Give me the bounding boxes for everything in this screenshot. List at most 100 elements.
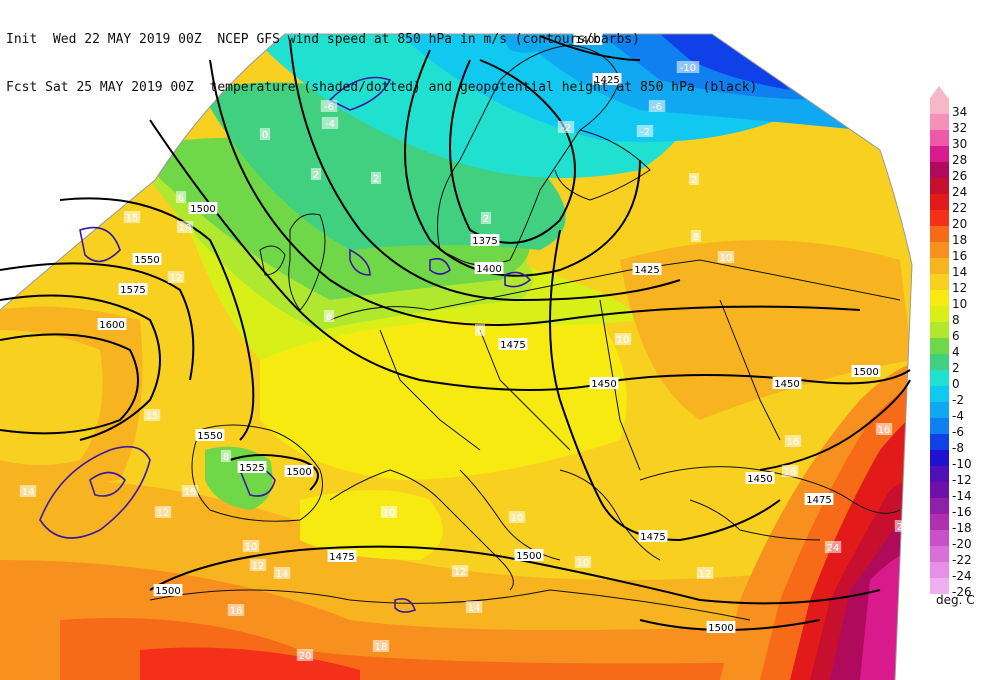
legend-swatch: [930, 322, 949, 338]
temperature-label-box: [894, 520, 912, 532]
legend-label: 6: [952, 329, 960, 343]
legend-swatch: [930, 178, 949, 194]
temperature-label-box: [176, 221, 194, 233]
temperature-label: 12: [170, 273, 183, 284]
legend-entry: -16: [928, 498, 1000, 519]
legend-label: 32: [952, 121, 968, 135]
height-label-box: [474, 262, 504, 274]
legend-swatch: [930, 162, 949, 178]
height-label-box: [804, 493, 834, 505]
wind-contours: [39, 76, 532, 613]
temperature-label: 2: [483, 214, 489, 225]
legend-entry: 6: [928, 322, 1000, 343]
height-label-box: [284, 465, 314, 477]
temperature-label-box: [824, 541, 842, 553]
temperature-label-box: [676, 61, 700, 73]
height-label-box: [851, 365, 881, 377]
temperature-label: 8: [223, 452, 229, 463]
temperature-label-box: [321, 117, 339, 129]
legend-swatch: [930, 226, 949, 242]
legend-swatch: [930, 466, 949, 482]
legend-label: -20: [952, 537, 972, 551]
legend-label: -12: [952, 473, 972, 487]
temperature-label: 6: [178, 193, 184, 204]
legend-entry: -14: [928, 482, 1000, 503]
legend-entry: -10: [928, 450, 1000, 471]
temperature-label: 12: [157, 508, 170, 519]
init-line: Init Wed 22 MAY 2019 00Z NCEP GFS wind s…: [6, 32, 640, 47]
temperature-label: 14: [276, 569, 289, 580]
temperature-label: 10: [511, 513, 524, 524]
chart-header: Init Wed 22 MAY 2019 00Z NCEP GFS wind s…: [6, 0, 757, 112]
legend-label: -22: [952, 553, 972, 567]
map-frame: [0, 33, 913, 680]
temperature-label: -10: [680, 63, 696, 74]
temperature-label-box: [508, 511, 526, 523]
temperature-label: 15: [146, 411, 159, 422]
height-label: 1475: [806, 495, 831, 506]
legend-swatch: [930, 578, 949, 594]
legend-entry: 26: [928, 162, 1000, 183]
height-label: 1425: [594, 75, 619, 86]
legend-label: 34: [952, 105, 968, 119]
legend-label: 2: [952, 361, 960, 375]
height-label: 1600: [99, 320, 124, 331]
temperature-label: 12: [252, 561, 265, 572]
legend-entry: -4: [928, 402, 1000, 423]
legend-entry: 30: [928, 130, 1000, 151]
temperature-label-box: [123, 211, 141, 223]
legend-label: -18: [952, 521, 972, 535]
temperature-label: 10: [383, 508, 396, 519]
legend-swatch: [930, 450, 949, 466]
height-label: 1500: [190, 204, 215, 215]
temperature-label: 0: [262, 130, 268, 141]
temperature-label-box: [242, 540, 260, 552]
legend-swatch: [930, 98, 949, 114]
height-label-box: [514, 549, 544, 561]
legend-entry: 24: [928, 178, 1000, 199]
legend-label: -6: [952, 425, 964, 439]
temperature-label: 2: [313, 170, 319, 181]
temperature-label: 14: [468, 603, 481, 614]
legend-swatch: [930, 306, 949, 322]
height-label: 1575: [120, 285, 145, 296]
temperature-label-box: [372, 640, 390, 652]
height-label: 1500: [516, 551, 541, 562]
legend-label: 8: [952, 313, 960, 327]
legend-entry: 14: [928, 258, 1000, 279]
legend-swatch: [930, 514, 949, 530]
temperature-label: 20: [299, 651, 312, 662]
height-label-box: [592, 73, 622, 85]
legend-entry: -20: [928, 530, 1000, 551]
height-label: 1500: [286, 467, 311, 478]
legend-swatch: [930, 386, 949, 402]
legend-swatch: [930, 242, 949, 258]
temperature-label-box: [474, 324, 486, 336]
height-label: 1500: [853, 367, 878, 378]
temperature-label: 10: [617, 335, 630, 346]
height-label: 1375: [472, 236, 497, 247]
legend-entry: 32: [928, 114, 1000, 135]
temperature-label: 8: [693, 232, 699, 243]
temperature-label-box: [717, 251, 735, 263]
temperature-label: 12: [454, 567, 467, 578]
legend-label: -14: [952, 489, 972, 503]
height-label-box: [195, 429, 225, 441]
legend-label: 26: [952, 169, 968, 183]
legend-label: -24: [952, 569, 972, 583]
legend-entry: 28: [928, 146, 1000, 167]
height-label-box: [237, 461, 267, 473]
legend-label: 4: [952, 345, 960, 359]
legend-label: -10: [952, 457, 972, 471]
legend-swatch: [930, 258, 949, 274]
height-label-box: [498, 338, 528, 350]
legend-swatch: [930, 194, 949, 210]
height-label: 1400: [476, 264, 501, 275]
height-label: 1475: [500, 340, 525, 351]
temperature-label-box: [227, 604, 245, 616]
legend-label: 22: [952, 201, 968, 215]
height-label: 1400: [575, 35, 600, 46]
legend-label: -16: [952, 505, 972, 519]
temperature-label: 10: [577, 558, 590, 569]
legend-swatch: [930, 290, 949, 306]
